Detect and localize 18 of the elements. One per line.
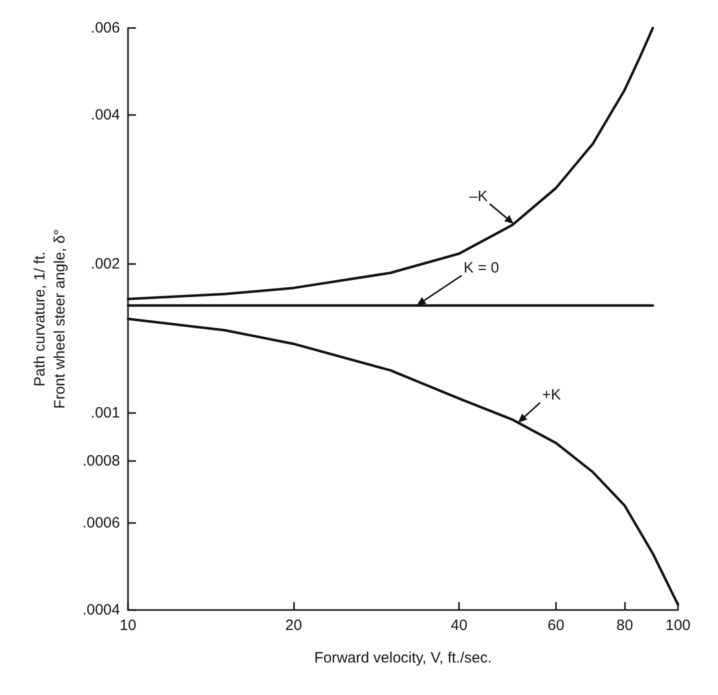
y-tick-label: .0008 bbox=[82, 452, 120, 470]
x-tick-label: 20 bbox=[285, 617, 302, 634]
x-axis-title: Forward velocity, V, ft./sec. bbox=[314, 650, 492, 666]
x-tick-label: 60 bbox=[548, 617, 564, 634]
x-tick-label: 100 bbox=[665, 617, 691, 634]
y-tick-label: .004 bbox=[90, 106, 120, 124]
series-label: K = 0 bbox=[464, 259, 500, 276]
y-tick-label: .0004 bbox=[82, 602, 120, 618]
x-tick-label: 40 bbox=[450, 617, 468, 634]
x-tick-label: 80 bbox=[616, 617, 634, 634]
y-axis-title: Path curvature, 1/ ft. Front wheel steer angle, δ° bbox=[32, 229, 68, 409]
y-tick-label: .001 bbox=[90, 404, 120, 422]
series-label: +K bbox=[542, 386, 561, 404]
x-tick-label: 10 bbox=[120, 617, 136, 634]
y-tick-label: .0006 bbox=[82, 514, 120, 532]
y-tick-label: .006 bbox=[90, 20, 120, 36]
series-label: –K bbox=[469, 188, 488, 205]
y-tick-label: .002 bbox=[90, 256, 120, 273]
